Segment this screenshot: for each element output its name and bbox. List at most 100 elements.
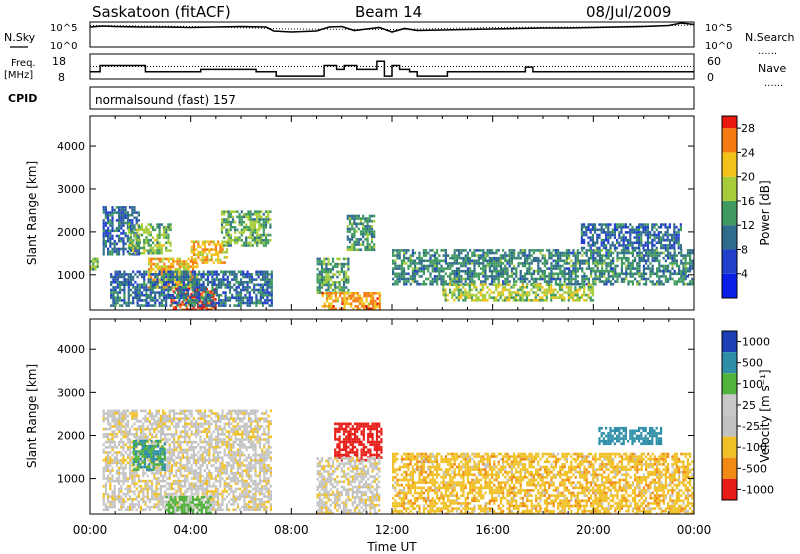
heatmap-cell-r11 <box>585 282 588 286</box>
heatmap-cell-r2 <box>158 233 161 237</box>
heatmap-cell-r11 <box>616 251 619 255</box>
heatmap-cell-r0 <box>144 420 147 423</box>
heatmap-cell-r1 <box>113 245 116 248</box>
heatmap-cell-r11 <box>495 277 498 281</box>
heatmap-cell-r7 <box>266 270 269 274</box>
heatmap-cell-r1 <box>137 224 140 227</box>
heatmap-cell-r0 <box>126 430 129 433</box>
heatmap-cell-r4 <box>172 298 175 301</box>
heatmap-cell-r10 <box>343 307 346 310</box>
heatmap-cell-r13 <box>664 223 667 226</box>
heatmap-cell-r12 <box>576 299 579 302</box>
heatmap-cell-r7 <box>209 273 212 276</box>
heatmap-cell-r7 <box>118 286 122 289</box>
heatmap-cell-r9 <box>364 217 367 220</box>
heatmap-cell-r2 <box>158 244 161 247</box>
heatmap-cell-r1 <box>102 206 105 209</box>
heatmap-cell-r13 <box>618 241 621 245</box>
heatmap-cell-r1 <box>109 239 112 243</box>
heatmap-cell-r11 <box>532 249 535 252</box>
heatmap-cell-r2 <box>136 228 139 232</box>
heatmap-cell-r11 <box>466 267 469 270</box>
heatmap-cell-r13 <box>616 223 619 226</box>
heatmap-cell-r5 <box>214 245 218 249</box>
heatmap-cell-r0 <box>131 479 134 483</box>
heatmap-cell-r0 <box>129 451 132 454</box>
heatmap-cell-r5 <box>210 258 213 262</box>
heatmap-cell-r11 <box>403 272 406 276</box>
heatmap-cell-r7 <box>264 288 267 292</box>
heatmap-cell-r10 <box>332 299 335 303</box>
heatmap-cell-r9 <box>362 225 365 228</box>
heatmap-cell-r11 <box>669 262 672 265</box>
heatmap-cell-r11 <box>398 251 401 255</box>
heatmap-cell-r7 <box>182 275 185 279</box>
heatmap-cell-r1 <box>107 232 110 235</box>
heatmap-cell-r13 <box>591 241 594 245</box>
heatmap-cell-r0 <box>135 495 138 498</box>
heatmap-cell-r7 <box>266 299 269 302</box>
heatmap-cell-r11 <box>524 256 527 260</box>
heatmap-cell-r8 <box>329 283 332 287</box>
heatmap-cell-r11 <box>563 277 566 281</box>
heatmap-cell-r11 <box>557 249 560 252</box>
heatmap-cell-r12 <box>567 299 570 302</box>
heatmap-cell-r0 <box>107 469 110 472</box>
heatmap-cell-r12 <box>550 286 553 289</box>
heatmap-cell-r11 <box>638 262 641 265</box>
heatmap-cell-r12 <box>470 293 474 297</box>
heatmap-cell-r7 <box>213 283 216 287</box>
heatmap-cell-r12 <box>475 288 478 292</box>
heatmap-cell-r1 <box>118 234 121 238</box>
heatmap-cell-r12 <box>508 291 511 294</box>
heatmap-cell-r6 <box>231 220 235 224</box>
heatmap-cell-r11 <box>669 277 672 281</box>
heatmap-cell-r5 <box>199 253 202 257</box>
heatmap-cell-r5 <box>208 243 211 246</box>
heatmap-cell-r7 <box>127 296 130 300</box>
heatmap-cell-r12 <box>442 293 445 297</box>
heatmap-cell-r13 <box>633 246 636 250</box>
heatmap-cell-r4 <box>183 303 186 306</box>
heatmap-cell-r7 <box>149 283 152 287</box>
heatmap-cell-r12 <box>442 283 445 286</box>
heatmap-cell-r3 <box>183 265 186 268</box>
heatmap-cell-r6 <box>223 226 226 229</box>
heatmap-cell-r2 <box>132 238 135 242</box>
heatmap-cell-r11 <box>563 272 566 276</box>
heatmap-cell-r12 <box>512 299 515 302</box>
heatmap-cell-r12 <box>587 296 590 299</box>
heatmap-cell-r12 <box>563 283 566 286</box>
heatmap-cell-r7 <box>127 278 130 281</box>
heatmap-cell-r11 <box>471 275 474 278</box>
heatmap-cell-r11 <box>607 280 610 283</box>
heatmap-cell-r7 <box>259 301 262 305</box>
heatmap-cell-r11 <box>605 269 608 273</box>
heatmap-cell-r9 <box>370 219 374 223</box>
heatmap-cell-r0 <box>166 417 169 420</box>
heatmap-cell-r0 <box>142 474 145 478</box>
heatmap-cell-r12 <box>497 286 500 289</box>
heatmap-cell-r11 <box>455 277 458 281</box>
heatmap-cell-r13 <box>653 225 656 229</box>
heatmap-cell-r11 <box>535 277 538 281</box>
heatmap-cell-r13 <box>635 228 638 232</box>
heatmap-cell-r11 <box>480 267 483 270</box>
heatmap-cell-r11 <box>656 249 659 252</box>
heatmap-cell-r7 <box>187 280 190 284</box>
heatmap-cell-r6 <box>251 231 254 234</box>
heatmap-cell-r11 <box>455 269 458 273</box>
heatmap-cell-r7 <box>154 275 157 279</box>
heatmap-cell-r0 <box>133 505 136 509</box>
nave-tick-top: 60 <box>707 55 721 68</box>
heatmap-cell-r11 <box>689 269 692 273</box>
heatmap-cell-r9 <box>357 222 360 226</box>
y-tick-label: 1000 <box>57 269 85 282</box>
heatmap-cell-r0 <box>122 466 125 470</box>
heatmap-cell-r8 <box>334 262 337 266</box>
heatmap-cell-r4 <box>205 305 208 309</box>
heatmap-cell-r2 <box>149 244 152 247</box>
heatmap-cell-r0 <box>107 433 110 436</box>
heatmap-cell-r6 <box>262 244 265 247</box>
heatmap-cell-r0 <box>129 487 132 491</box>
